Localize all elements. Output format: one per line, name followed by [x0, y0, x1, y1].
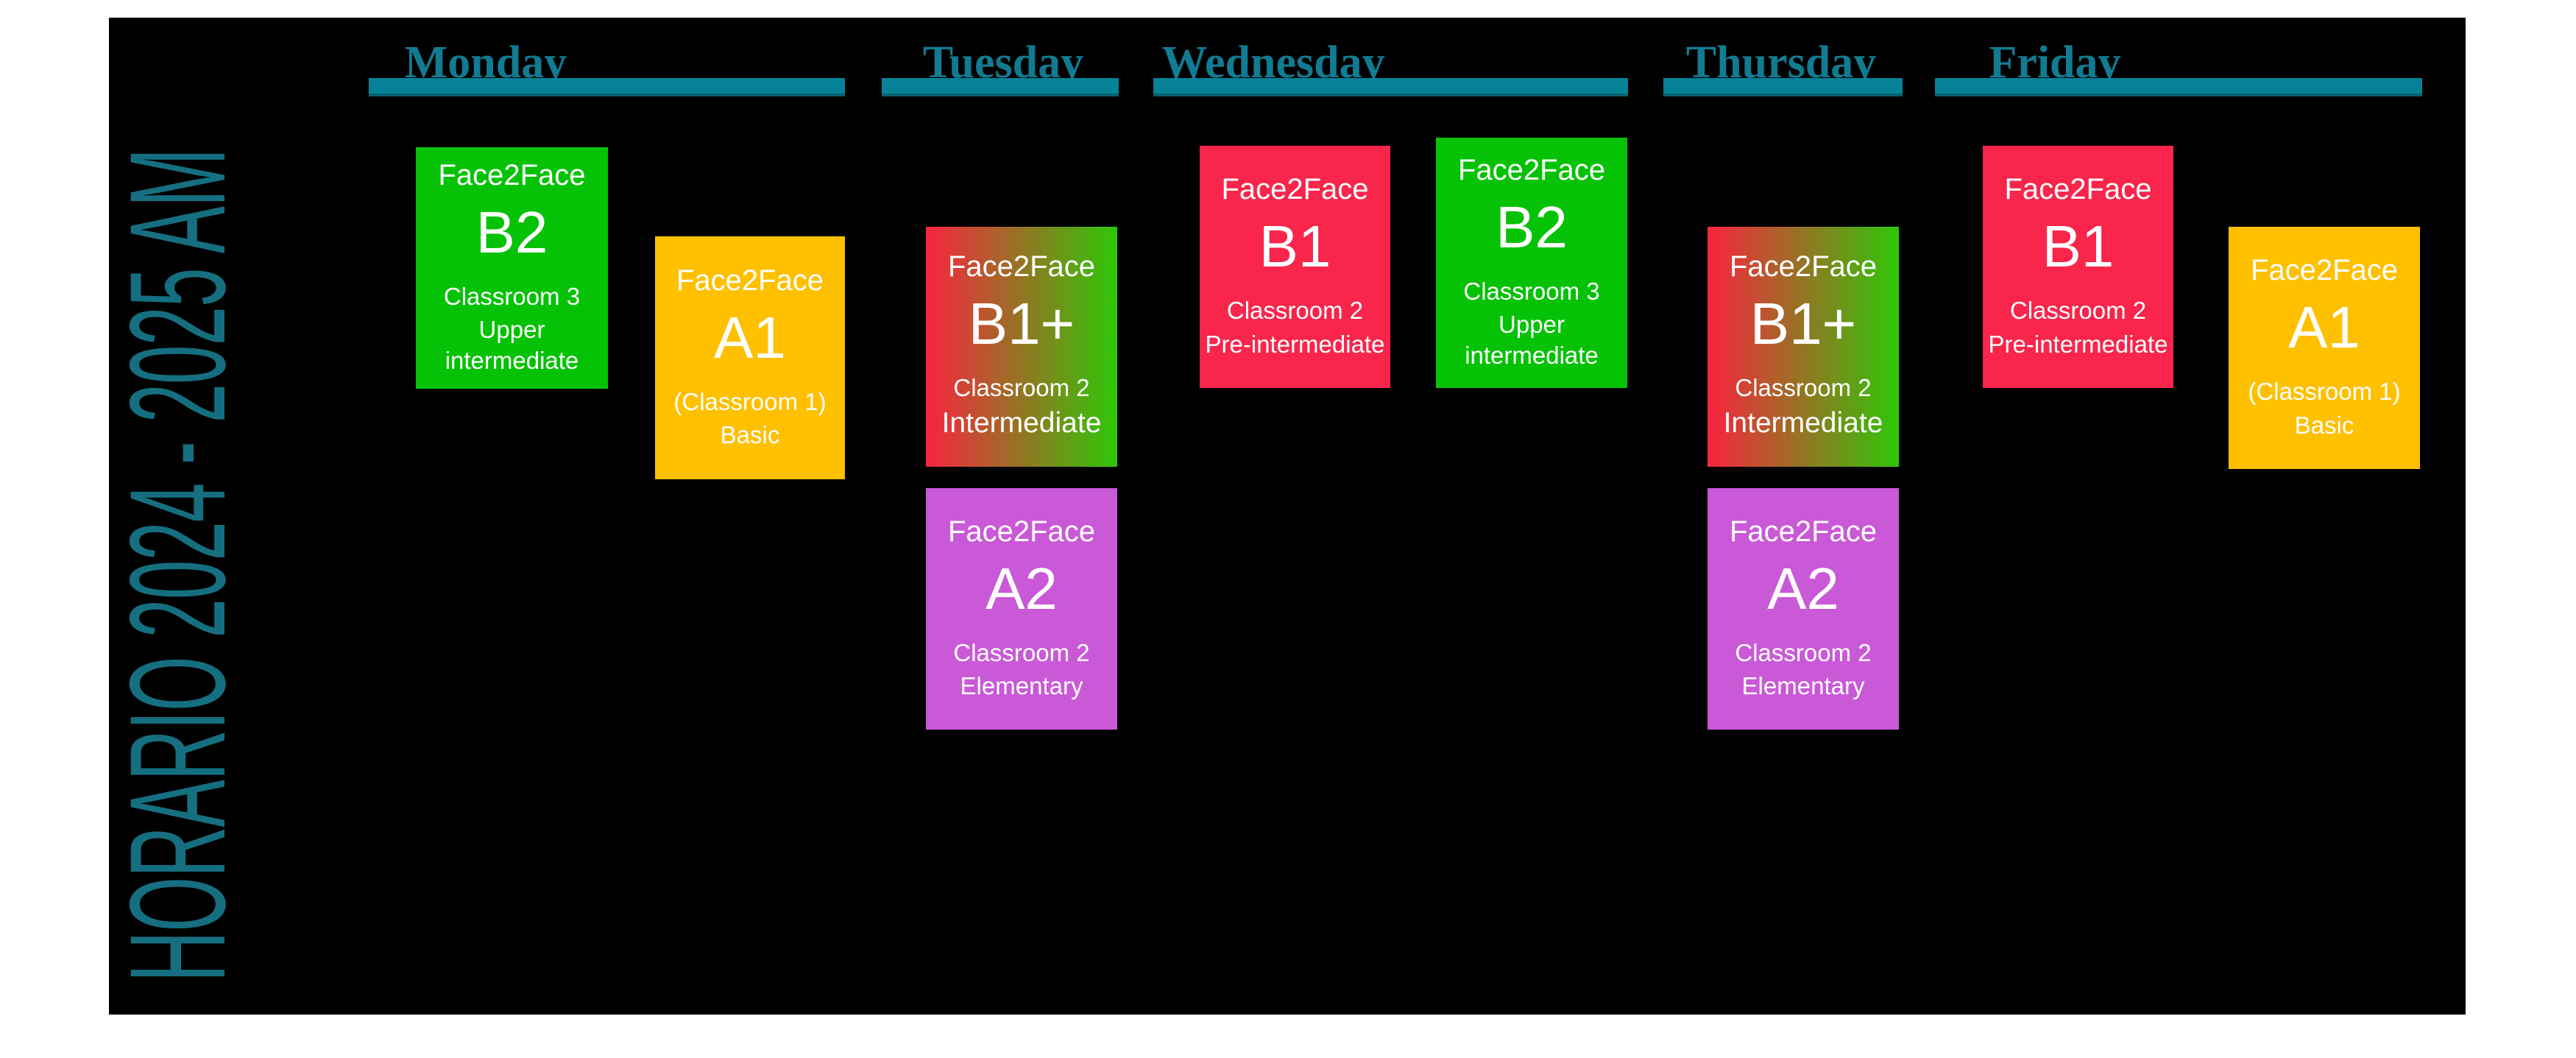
- card-classroom: Classroom 2: [1226, 297, 1364, 325]
- card-level-name: Intermediate: [1723, 407, 1883, 440]
- card-level-name: Basic: [720, 421, 780, 448]
- day-header-wednesday: Wednesday: [1161, 38, 1385, 88]
- card-book-title: Face2Face: [2250, 254, 2399, 287]
- class-card-wednesday-b2: Face2Face B2 Classroom 3 Upper intermedi…: [1436, 138, 1627, 388]
- card-level-code: B1: [1259, 214, 1331, 280]
- day-header-friday: Friday: [1989, 38, 2121, 88]
- schedule-board: HORARIO 2024 - 2025 AM Monday Tuesday We…: [102, 18, 2466, 1015]
- card-level-code: B1+: [968, 291, 1075, 356]
- class-card-thursday-a2: Face2Face A2 Classroom 2 Elementary: [1708, 488, 1899, 730]
- card-book-title: Face2Face: [947, 515, 1096, 548]
- card-level-name: Basic: [2294, 411, 2354, 439]
- class-card-monday-b2: Face2Face B2 Classroom 3 Upper intermedi…: [416, 147, 608, 389]
- card-book-title: Face2Face: [676, 264, 824, 297]
- day-underline-thursday: [1663, 78, 1903, 96]
- card-level-name: Upper intermediate: [1465, 311, 1599, 369]
- card-level-name: Pre-intermediate: [1205, 330, 1385, 358]
- card-level-code: A1: [2288, 295, 2360, 361]
- card-book-title: Face2Face: [2004, 173, 2152, 206]
- card-classroom: Classroom 2: [953, 638, 1090, 666]
- card-book-title: Face2Face: [1221, 173, 1369, 206]
- card-classroom: Classroom 2: [953, 374, 1090, 401]
- schedule-title: HORARIO 2024 - 2025 AM: [102, 148, 254, 982]
- class-card-friday-b1: Face2Face B1 Classroom 2 Pre-intermediat…: [1983, 146, 2173, 388]
- card-classroom: Classroom 3: [1463, 278, 1600, 306]
- card-book-title: Face2Face: [1729, 250, 1878, 283]
- card-level-name: Upper intermediate: [445, 316, 579, 374]
- card-classroom: Classroom 2: [1735, 638, 1872, 666]
- card-classroom: Classroom 2: [1735, 374, 1872, 401]
- card-level-code: A2: [986, 555, 1058, 621]
- card-level-name: Pre-intermediate: [1988, 330, 2168, 358]
- card-level-name: Elementary: [1741, 672, 1865, 699]
- card-level-code: A2: [1767, 555, 1839, 621]
- card-classroom: Classroom 2: [2009, 297, 2147, 325]
- card-level-code: A1: [714, 304, 786, 370]
- card-level-name: Elementary: [960, 672, 1083, 699]
- day-underline-wednesday: [1153, 78, 1628, 96]
- card-level-name: Intermediate: [941, 407, 1102, 440]
- class-card-tuesday-a2: Face2Face A2 Classroom 2 Elementary: [926, 488, 1117, 730]
- day-underline-friday: [1935, 78, 2422, 96]
- class-card-tuesday-b1plus: Face2Face B1+ Classroom 2 Intermediate: [926, 227, 1117, 467]
- card-book-title: Face2Face: [1457, 154, 1606, 187]
- card-book-title: Face2Face: [438, 159, 586, 192]
- card-level-code: B2: [1496, 194, 1568, 261]
- card-level-code: B2: [475, 200, 548, 266]
- day-underline-tuesday: [882, 78, 1119, 96]
- card-level-code: B1: [2042, 214, 2115, 280]
- card-level-code: B1+: [1749, 291, 1857, 356]
- day-header-thursday: Thursday: [1685, 38, 1877, 88]
- class-card-friday-a1: Face2Face A1 (Classroom 1) Basic: [2229, 227, 2420, 469]
- class-card-monday-a1: Face2Face A1 (Classroom 1) Basic: [655, 236, 845, 479]
- day-header-monday: Monday: [404, 38, 567, 88]
- card-classroom: Classroom 3: [443, 283, 581, 311]
- card-book-title: Face2Face: [947, 250, 1096, 283]
- card-book-title: Face2Face: [1729, 515, 1878, 548]
- card-classroom: (Classroom 1): [2248, 378, 2401, 406]
- class-card-thursday-b1plus: Face2Face B1+ Classroom 2 Intermediate: [1708, 227, 1899, 467]
- day-header-tuesday: Tuesday: [922, 38, 1084, 88]
- card-classroom: (Classroom 1): [673, 387, 827, 415]
- day-underline-monday: [369, 78, 845, 96]
- class-card-wednesday-b1: Face2Face B1 Classroom 2 Pre-intermediat…: [1200, 146, 1390, 388]
